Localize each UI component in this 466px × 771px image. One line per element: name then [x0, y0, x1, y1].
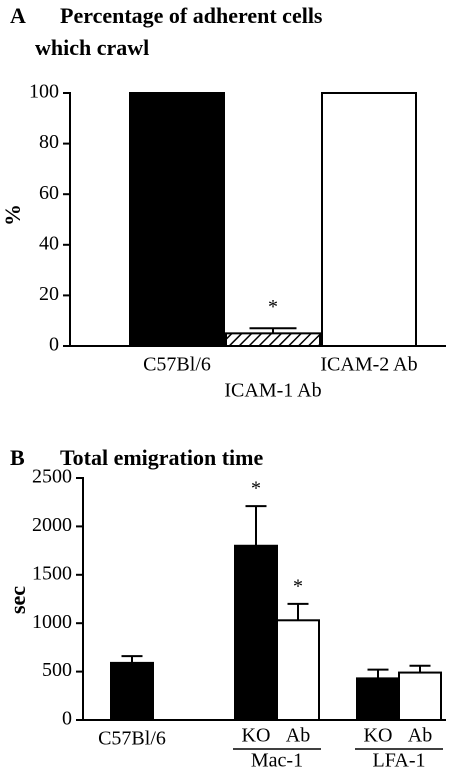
- chart-title: Percentage of adherent cells: [60, 3, 323, 28]
- y-tick-label: 500: [42, 659, 72, 681]
- bar: [356, 677, 400, 721]
- annotation: *: [293, 575, 303, 597]
- y-tick-label: 60: [39, 182, 59, 204]
- panel-label: A: [10, 3, 26, 28]
- y-axis-label: %: [0, 204, 25, 226]
- chart-title: Total emigration time: [60, 445, 263, 470]
- x-tick-label: Mac-1: [251, 750, 303, 771]
- y-tick-label: 1000: [32, 611, 72, 633]
- x-tick-label: C57Bl/6: [143, 354, 211, 376]
- bar: [110, 661, 154, 721]
- x-tick-label: ICAM-2 Ab: [320, 354, 417, 376]
- legend-label: KO: [242, 725, 271, 747]
- y-tick-label: 2000: [32, 514, 72, 536]
- y-tick-label: 1500: [32, 562, 72, 584]
- chart-title: which crawl: [35, 35, 149, 60]
- y-tick-label: 100: [29, 81, 59, 103]
- bar: [234, 544, 278, 722]
- bar: [129, 92, 225, 347]
- y-tick-label: 80: [39, 131, 59, 153]
- x-tick-label: LFA-1: [373, 750, 426, 771]
- y-tick-label: 20: [39, 283, 59, 305]
- legend-label: KO: [364, 725, 393, 747]
- bar: [276, 619, 320, 722]
- y-tick-label: 0: [49, 334, 59, 356]
- annotation: *: [251, 478, 261, 500]
- y-axis-label: sec: [5, 586, 30, 614]
- annotation: *: [268, 296, 278, 318]
- y-tick-label: 40: [39, 232, 59, 254]
- panel-label: B: [10, 445, 25, 470]
- legend-label: Ab: [286, 725, 310, 747]
- bar: [225, 332, 321, 348]
- x-tick-label: ICAM-1 Ab: [224, 380, 321, 402]
- x-tick-label: C57Bl/6: [98, 728, 166, 750]
- bar: [398, 671, 442, 721]
- bar: [321, 92, 417, 347]
- y-tick-label: 0: [62, 708, 72, 730]
- legend-label: Ab: [408, 725, 432, 747]
- y-tick-label: 2500: [32, 466, 72, 488]
